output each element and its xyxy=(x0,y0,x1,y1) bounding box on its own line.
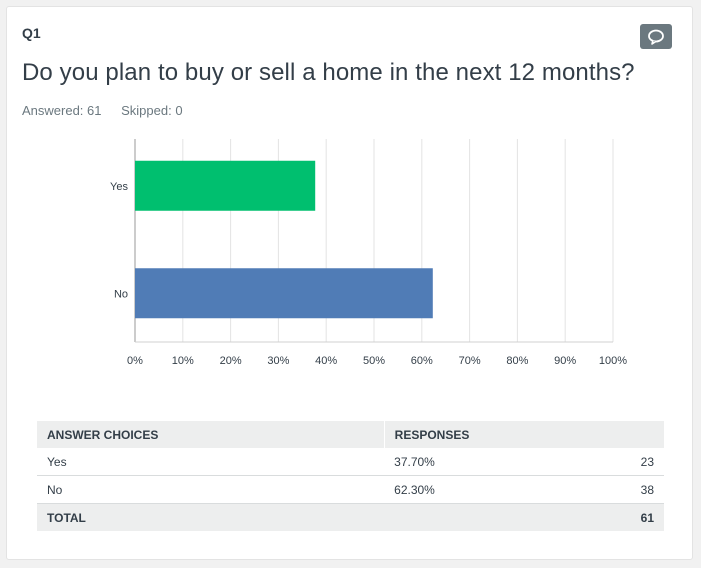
x-tick-label: 70% xyxy=(459,355,481,367)
answered-count: Answered: 61 xyxy=(22,103,102,118)
x-tick-label: 90% xyxy=(554,355,576,367)
table-row: No 62.30% 38 xyxy=(37,475,664,504)
question-title: Do you plan to buy or sell a home in the… xyxy=(22,59,635,86)
bar-no xyxy=(135,268,433,319)
answer-choices-header: ANSWER CHOICES xyxy=(37,421,385,448)
response-stats: Answered: 61 Skipped: 0 xyxy=(22,103,199,118)
choice-cell: No xyxy=(37,475,385,504)
summary-table: ANSWER CHOICES RESPONSES Yes 37.70% 23 N… xyxy=(37,421,664,531)
x-tick-label: 40% xyxy=(315,355,337,367)
table-row: Yes 37.70% 23 xyxy=(37,448,664,476)
x-tick-label: 100% xyxy=(599,355,627,367)
question-number: Q1 xyxy=(22,25,41,41)
x-tick-label: 20% xyxy=(220,355,242,367)
total-label: TOTAL xyxy=(37,503,385,531)
bar-chart: 0% 10% 20% 30% 40% 50% 60% 70% 80% 90% 100% Yes No xyxy=(110,139,627,367)
x-tick-label: 30% xyxy=(267,355,289,367)
table-header-row: ANSWER CHOICES RESPONSES xyxy=(37,421,664,448)
category-label: No xyxy=(114,288,128,300)
category-label: Yes xyxy=(110,181,128,193)
x-tick-label: 10% xyxy=(172,355,194,367)
comment-button[interactable] xyxy=(640,24,672,49)
choice-cell: Yes xyxy=(37,448,385,476)
x-tick-label: 50% xyxy=(363,355,385,367)
question-card: Q1 Do you plan to buy or sell a home in … xyxy=(6,6,693,560)
responses-header: RESPONSES xyxy=(383,421,664,448)
count-cell: 38 xyxy=(544,475,664,504)
percent-cell: 37.70% xyxy=(384,448,544,476)
speech-bubble-icon xyxy=(648,29,664,45)
x-tick-label: 60% xyxy=(411,355,433,367)
bar-yes xyxy=(135,160,316,211)
x-tick-label: 0% xyxy=(127,355,143,367)
count-cell: 23 xyxy=(544,448,664,476)
percent-cell: 62.30% xyxy=(384,475,544,504)
total-count: 61 xyxy=(544,503,664,531)
total-row: TOTAL 61 xyxy=(37,503,664,531)
x-tick-label: 80% xyxy=(506,355,528,367)
skipped-count: Skipped: 0 xyxy=(121,103,183,118)
